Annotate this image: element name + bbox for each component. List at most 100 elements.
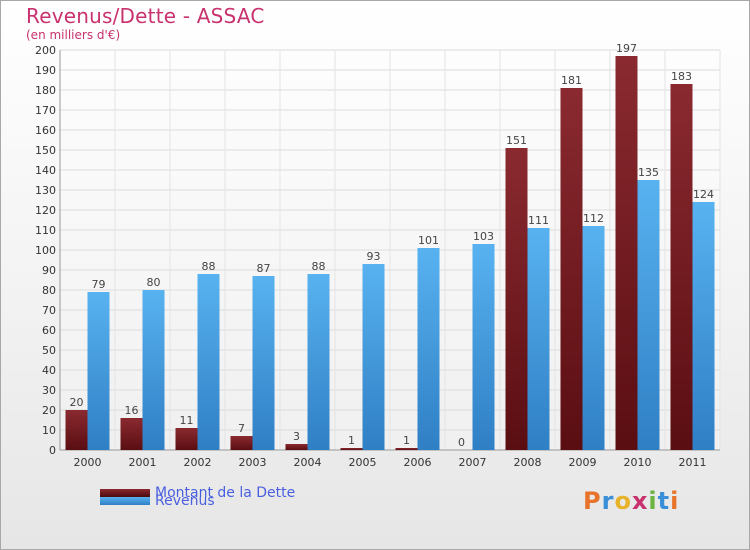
logo-letter: i	[670, 487, 680, 515]
y-tick-100: 100	[35, 244, 56, 257]
y-tick-40: 40	[42, 364, 56, 377]
bar-revenus-2009	[582, 226, 605, 450]
y-tick-10: 10	[42, 424, 56, 437]
x-tick-2007: 2007	[459, 456, 487, 469]
proxiti-logo: Proxiti	[583, 487, 679, 515]
legend-swatch-debt	[100, 489, 150, 497]
x-axis-ticks: 2000 2001 2002 2003 2004 2005 2006 2007 2008 2009…	[74, 456, 707, 469]
chart-subtitle: (en milliers d'€)	[26, 28, 121, 42]
bar-revenus-2000	[87, 292, 110, 450]
legend-swatch-revenus	[100, 497, 150, 505]
bar-revenus-2001	[142, 290, 165, 450]
data-label-revenus-2001: 80	[147, 276, 161, 289]
data-label-revenus-2009: 112	[583, 212, 604, 225]
logo-letter: t	[657, 487, 671, 515]
x-tick-2001: 2001	[129, 456, 157, 469]
bar-revenus-2011	[692, 202, 715, 450]
x-tick-2003: 2003	[239, 456, 267, 469]
data-label-dette-2007: 0	[458, 436, 465, 449]
y-tick-20: 20	[42, 404, 56, 417]
chart-title: Revenus/Dette - ASSAC	[26, 4, 265, 28]
data-label-revenus-2007: 103	[473, 230, 494, 243]
bar-revenus-2003	[252, 276, 275, 450]
bar-dette-2010	[615, 56, 638, 450]
data-label-revenus-2005: 93	[367, 250, 381, 263]
bar-revenus-2006	[417, 248, 440, 450]
logo-letter: P	[583, 487, 602, 515]
y-tick-130: 130	[35, 184, 56, 197]
y-tick-170: 170	[35, 104, 56, 117]
logo-letter: i	[648, 487, 658, 515]
y-tick-190: 190	[35, 64, 56, 77]
x-tick-2005: 2005	[349, 456, 377, 469]
data-label-dette-2002: 11	[180, 414, 194, 427]
data-label-dette-2008: 151	[506, 134, 527, 147]
bar-dette-2002	[175, 428, 198, 450]
data-label-revenus-2010: 135	[638, 166, 659, 179]
data-label-dette-2005: 1	[348, 434, 355, 447]
bar-revenus-2007	[472, 244, 495, 450]
bar-dette-2001	[120, 418, 143, 450]
x-tick-2000: 2000	[74, 456, 102, 469]
y-tick-90: 90	[42, 264, 56, 277]
data-label-dette-2003: 7	[238, 422, 245, 435]
data-label-revenus-2008: 111	[528, 214, 549, 227]
x-tick-2002: 2002	[184, 456, 212, 469]
logo-letter: x	[631, 487, 649, 515]
data-label-dette-2006: 1	[403, 434, 410, 447]
y-tick-80: 80	[42, 284, 56, 297]
data-label-dette-2000: 20	[70, 396, 84, 409]
data-label-revenus-2000: 79	[92, 278, 106, 291]
y-tick-180: 180	[35, 84, 56, 97]
data-label-dette-2011: 183	[671, 70, 692, 83]
y-tick-70: 70	[42, 304, 56, 317]
bar-revenus-2004	[307, 274, 330, 450]
x-tick-2010: 2010	[624, 456, 652, 469]
bar-revenus-2002	[197, 274, 220, 450]
y-tick-160: 160	[35, 124, 56, 137]
data-label-revenus-2011: 124	[693, 188, 714, 201]
data-label-revenus-2004: 88	[312, 260, 326, 273]
data-label-revenus-2006: 101	[418, 234, 439, 247]
x-tick-2011: 2011	[679, 456, 707, 469]
data-labels-layer: 20 79 16 80 11 88 7 87 3 88 1 93 1 101 0 103 151 111 181 11…	[70, 42, 715, 449]
bar-dette-2011	[670, 84, 693, 450]
y-tick-120: 120	[35, 204, 56, 217]
bar-revenus-2008	[527, 228, 550, 450]
y-tick-30: 30	[42, 384, 56, 397]
bar-dette-2005	[340, 448, 363, 450]
y-tick-150: 150	[35, 144, 56, 157]
data-label-dette-2009: 181	[561, 74, 582, 87]
data-label-revenus-2003: 87	[257, 262, 271, 275]
legend-label-debt: Montant de la Dette	[155, 485, 296, 501]
bar-revenus-2010	[637, 180, 660, 450]
x-tick-2008: 2008	[514, 456, 542, 469]
data-label-dette-2004: 3	[293, 430, 300, 443]
bar-dette-2000	[65, 410, 88, 450]
y-tick-110: 110	[35, 224, 56, 237]
logo-letter: r	[601, 487, 615, 515]
bar-dette-2009	[560, 88, 583, 450]
y-tick-60: 60	[42, 324, 56, 337]
bar-dette-2008	[505, 148, 528, 450]
legend-label-revenus: Revenus	[155, 493, 215, 509]
logo-letter: o	[614, 487, 632, 515]
y-axis-ticks: 0 10 20 30 40 50 60 70 80 90 100 110 120 130 140 150 160…	[35, 44, 56, 457]
x-tick-2009: 2009	[569, 456, 597, 469]
data-label-revenus-2002: 88	[202, 260, 216, 273]
bar-dette-2004	[285, 444, 308, 450]
x-tick-2004: 2004	[294, 456, 322, 469]
x-tick-2006: 2006	[404, 456, 432, 469]
bar-dette-2006	[395, 448, 418, 450]
grid-layer	[59, 49, 721, 451]
y-tick-0: 0	[49, 444, 56, 457]
bars-layer	[65, 56, 715, 450]
y-tick-50: 50	[42, 344, 56, 357]
y-tick-140: 140	[35, 164, 56, 177]
bar-revenus-2005	[362, 264, 385, 450]
data-label-dette-2010: 197	[616, 42, 637, 55]
data-label-dette-2001: 16	[125, 404, 139, 417]
bar-dette-2003	[230, 436, 253, 450]
y-tick-200: 200	[35, 44, 56, 57]
